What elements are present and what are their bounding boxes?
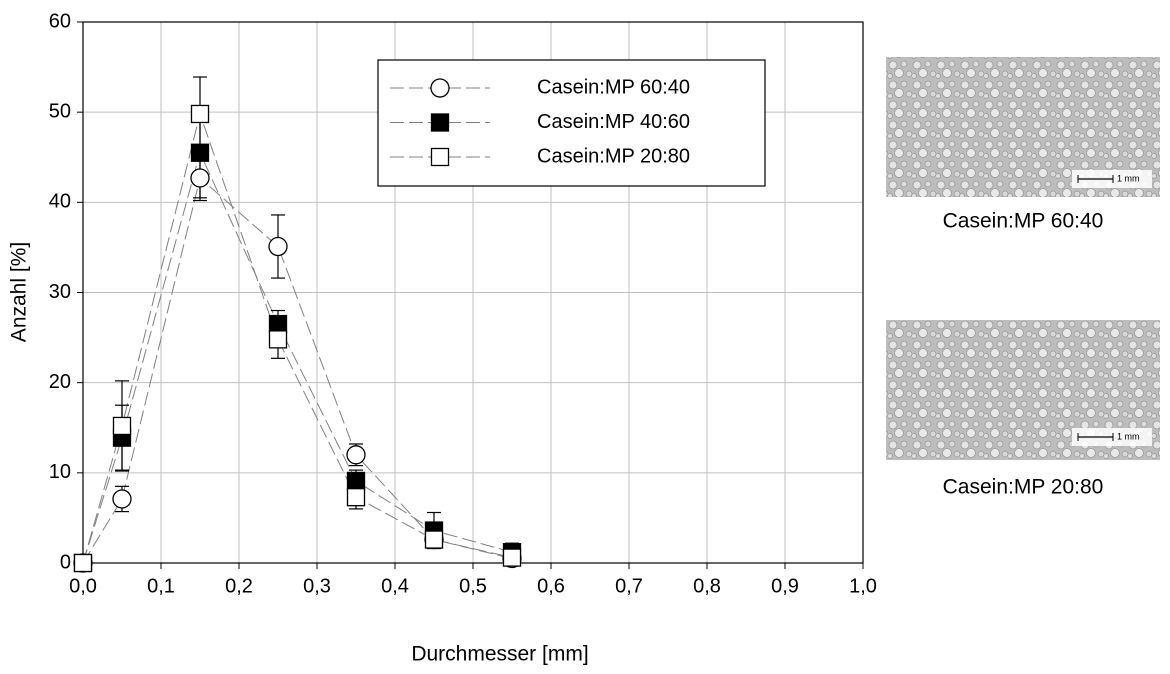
y-tick-label: 10 [49,461,71,483]
micrograph: 1 mm [886,57,1160,197]
x-tick-label: 0,8 [693,575,721,597]
legend-label: Casein:MP 20:80 [537,145,690,167]
data-point [502,548,522,567]
x-axis-label: Durchmesser [mm] [411,643,588,666]
y-tick-label: 0 [60,551,71,573]
data-point [346,471,366,491]
micrograph: 1 mm [886,320,1160,460]
scale-label: 1 mm [1117,431,1140,441]
data-point [268,236,288,257]
legend-marker [430,147,450,167]
y-tick-label: 40 [49,191,71,213]
x-tick-label: 0,9 [771,575,799,597]
x-tick-label: 0,7 [615,575,643,597]
data-point [190,143,210,162]
x-tick-label: 0,4 [381,575,409,597]
series-line [82,177,513,564]
data-point [268,330,288,349]
image-caption: Casein:MP 20:80 [943,476,1104,499]
y-tick-label: 50 [49,100,71,122]
series-line [82,151,513,564]
plot-frame [82,21,864,564]
data-point [73,553,93,573]
legend-label: Casein:MP 60:40 [537,76,690,98]
y-tick-label: 60 [49,10,71,32]
x-tick-label: 0,6 [537,575,565,597]
scale-label: 1 mm [1117,173,1140,183]
x-tick-label: 0,2 [225,575,253,597]
legend-label: Casein:MP 40:60 [537,111,690,133]
legend-marker [430,113,450,132]
legend-marker [430,78,450,98]
data-point [112,489,132,509]
data-point [190,104,210,124]
y-tick-label: 30 [49,281,71,303]
image-caption: Casein:MP 60:40 [943,210,1104,233]
x-tick-label: 0,3 [303,575,331,597]
y-axis-label: Anzahl [%] [8,242,31,342]
data-point [346,445,366,465]
x-tick-label: 0,5 [459,575,487,597]
x-tick-label: 0,1 [147,575,175,597]
x-tick-label: 1,0 [849,575,877,597]
data-point [346,488,366,507]
x-tick-label: 0,0 [69,575,97,597]
data-point [424,530,444,549]
data-point [268,314,288,334]
data-point [190,168,210,188]
data-point [112,416,132,436]
y-tick-label: 20 [49,371,71,393]
